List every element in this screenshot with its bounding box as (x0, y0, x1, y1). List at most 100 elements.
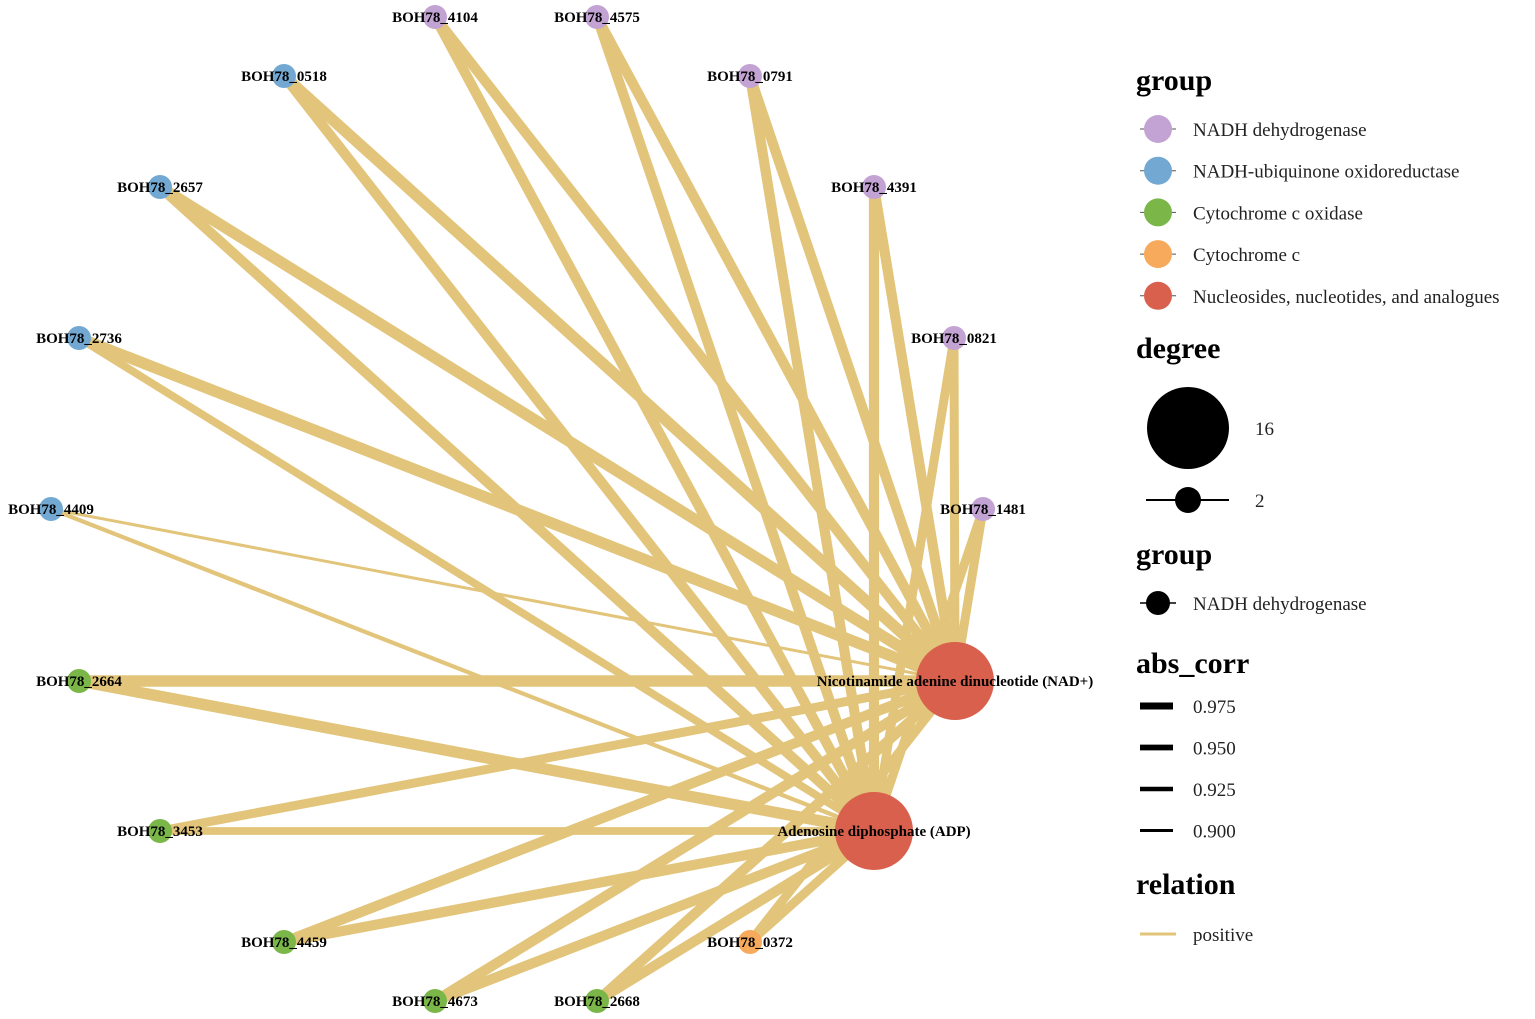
node-label-boh78_2668: BOH78_2668 (554, 994, 640, 1010)
legend-relation-label: positive (1193, 925, 1253, 946)
node-boh78_0518[interactable] (272, 64, 296, 88)
node-boh78_2736[interactable] (67, 326, 91, 350)
edge-BOH78_0791-ADP (744, 75, 880, 832)
edge-BOH78_2664-ADP (77, 675, 876, 837)
legend-group-label: Cytochrome c oxidase (1193, 203, 1363, 224)
node-label-boh78_1481: BOH78_1481 (940, 502, 1026, 518)
node-label-adp: Adenosine diphosphate (ADP) (777, 824, 970, 840)
legend-abscorr-label: 0.975 (1193, 697, 1236, 718)
node-boh78_4575[interactable] (585, 5, 609, 29)
legend-abscorr-item: 0.950 (1140, 739, 1236, 760)
legend-group-label: NADH dehydrogenase (1193, 120, 1367, 141)
edge-BOH78_4575-ADP (592, 15, 879, 833)
node-label-boh78_4391: BOH78_4391 (831, 180, 917, 196)
legend-degree-label-large: 16 (1255, 419, 1274, 440)
node-label-boh78_0518: BOH78_0518 (241, 69, 327, 85)
node-nad[interactable] (916, 642, 994, 720)
legend-degree-title: degree (1136, 332, 1220, 365)
node-boh78_0791[interactable] (738, 64, 762, 88)
node-label-nad: Nicotinamide adenine dinucleotide (NAD+) (817, 674, 1093, 690)
edge-BOH78_4391-NAD (868, 186, 961, 682)
node-label-boh78_4673: BOH78_4673 (392, 994, 478, 1010)
legend-group-label: Nucleosides, nucleotides, and analogues (1193, 287, 1500, 308)
node-boh78_3453[interactable] (148, 819, 172, 843)
legend-abscorr-label: 0.950 (1193, 739, 1236, 760)
node-boh78_1481[interactable] (971, 497, 995, 521)
edge-BOH78_2736-ADP (76, 334, 877, 835)
node-boh78_0821[interactable] (942, 326, 966, 350)
legend-group-title: group (1136, 64, 1212, 97)
node-label-boh78_3453: BOH78_3453 (117, 824, 203, 840)
node-label-boh78_4409: BOH78_4409 (8, 502, 94, 518)
legend-group-item: Nucleosides, nucleotides, and analogues (1140, 281, 1500, 310)
edge-BOH78_2736-NAD (76, 332, 958, 687)
group2-key-circle (1146, 591, 1170, 615)
legend-group2-item: NADH dehydrogenase (1140, 591, 1367, 615)
node-layer: BOH78_4104 BOH78_4575 BOH78_0791 BOH78_4391… (8, 5, 1093, 1013)
legend-abscorr-item: 0.925 (1140, 780, 1236, 801)
edge-BOH78_4459-NAD (282, 676, 957, 947)
node-adp[interactable] (835, 792, 913, 870)
legend-abscorr-item: 0.900 (1140, 822, 1236, 843)
legend-group-item: NADH dehydrogenase (1140, 115, 1367, 143)
legend-group-key-circle (1144, 240, 1172, 269)
legend: group NADH dehydrogenase NADH-ubiquinone … (1136, 64, 1500, 946)
node-boh78_0372[interactable] (738, 930, 762, 954)
node-boh78_4104[interactable] (423, 5, 447, 29)
edge-BOH78_4104-NAD (430, 13, 960, 685)
node-label-boh78_2657: BOH78_2657 (117, 180, 203, 196)
edge-BOH78_0518-NAD (280, 71, 959, 686)
node-boh78_4673[interactable] (423, 989, 447, 1013)
edge-BOH78_4459-ADP (283, 825, 875, 948)
edge-BOH78_0791-NAD (745, 74, 960, 683)
node-label-boh78_4104: BOH78_4104 (392, 10, 478, 26)
node-label-layer: BOH78_4104 BOH78_4575 BOH78_0791 BOH78_4391… (8, 10, 1093, 1010)
legend-group-key-circle (1144, 115, 1172, 143)
node-label-boh78_0821: BOH78_0821 (911, 331, 997, 347)
legend-group-items: NADH dehydrogenase NADH-ubiquinone oxidor… (1140, 115, 1500, 310)
node-boh78_4459[interactable] (272, 930, 296, 954)
legend-group-key-circle (1144, 281, 1172, 310)
legend-relation-title: relation (1136, 868, 1236, 901)
edge-BOH78_0821-ADP (869, 337, 959, 832)
legend-degree-item-small: 2 (1146, 487, 1265, 513)
legend-group-key-circle (1144, 198, 1172, 227)
degree-large-circle (1147, 387, 1229, 469)
node-label-boh78_0791: BOH78_0791 (707, 69, 793, 85)
legend-group-label: Cytochrome c (1193, 245, 1300, 266)
legend-group2-label: NADH dehydrogenase (1193, 594, 1367, 615)
edge-BOH78_2668-NAD (593, 677, 959, 1005)
legend-group-item: NADH-ubiquinone oxidoreductase (1140, 156, 1459, 185)
node-boh78_4391[interactable] (862, 175, 886, 199)
node-label-boh78_2736: BOH78_2736 (36, 331, 122, 347)
legend-abscorr-label: 0.925 (1193, 780, 1236, 801)
edge-BOH78_0821-NAD (949, 337, 960, 682)
edge-BOH78_4409-ADP (50, 507, 875, 833)
node-boh78_2657[interactable] (148, 175, 172, 199)
legend-group-key-circle (1144, 156, 1172, 185)
node-label-boh78_4575: BOH78_4575 (554, 10, 640, 26)
edge-BOH78_4673-NAD (432, 676, 958, 1006)
legend-abscorr-item: 0.975 (1140, 697, 1236, 718)
legend-abscorr-title: abs_corr (1136, 647, 1249, 680)
legend-group-item: Cytochrome c oxidase (1140, 198, 1363, 227)
legend-degree-label-small: 2 (1255, 491, 1265, 512)
edge-BOH78_2657-NAD (156, 182, 959, 686)
node-label-boh78_0372: BOH78_0372 (707, 935, 793, 951)
legend-relation-item: positive (1140, 925, 1253, 946)
edge-BOH78_3453-NAD (159, 676, 956, 836)
edge-layer (50, 13, 988, 1006)
legend-degree-item-large: 16 (1147, 387, 1274, 469)
node-boh78_2664[interactable] (67, 669, 91, 693)
node-boh78_2668[interactable] (585, 989, 609, 1013)
node-label-boh78_2664: BOH78_2664 (36, 674, 122, 690)
legend-group-label: NADH-ubiquinone oxidoreductase (1193, 162, 1459, 183)
legend-group-item: Cytochrome c (1140, 240, 1300, 269)
legend-group2-title: group (1136, 538, 1212, 571)
legend-abscorr-items: 0.975 0.950 0.925 0.900 (1140, 697, 1236, 843)
edge-BOH78_2668-ADP (594, 826, 877, 1006)
node-boh78_4409[interactable] (39, 497, 63, 521)
legend-abscorr-label: 0.900 (1193, 822, 1236, 843)
node-label-boh78_4459: BOH78_4459 (241, 935, 327, 951)
